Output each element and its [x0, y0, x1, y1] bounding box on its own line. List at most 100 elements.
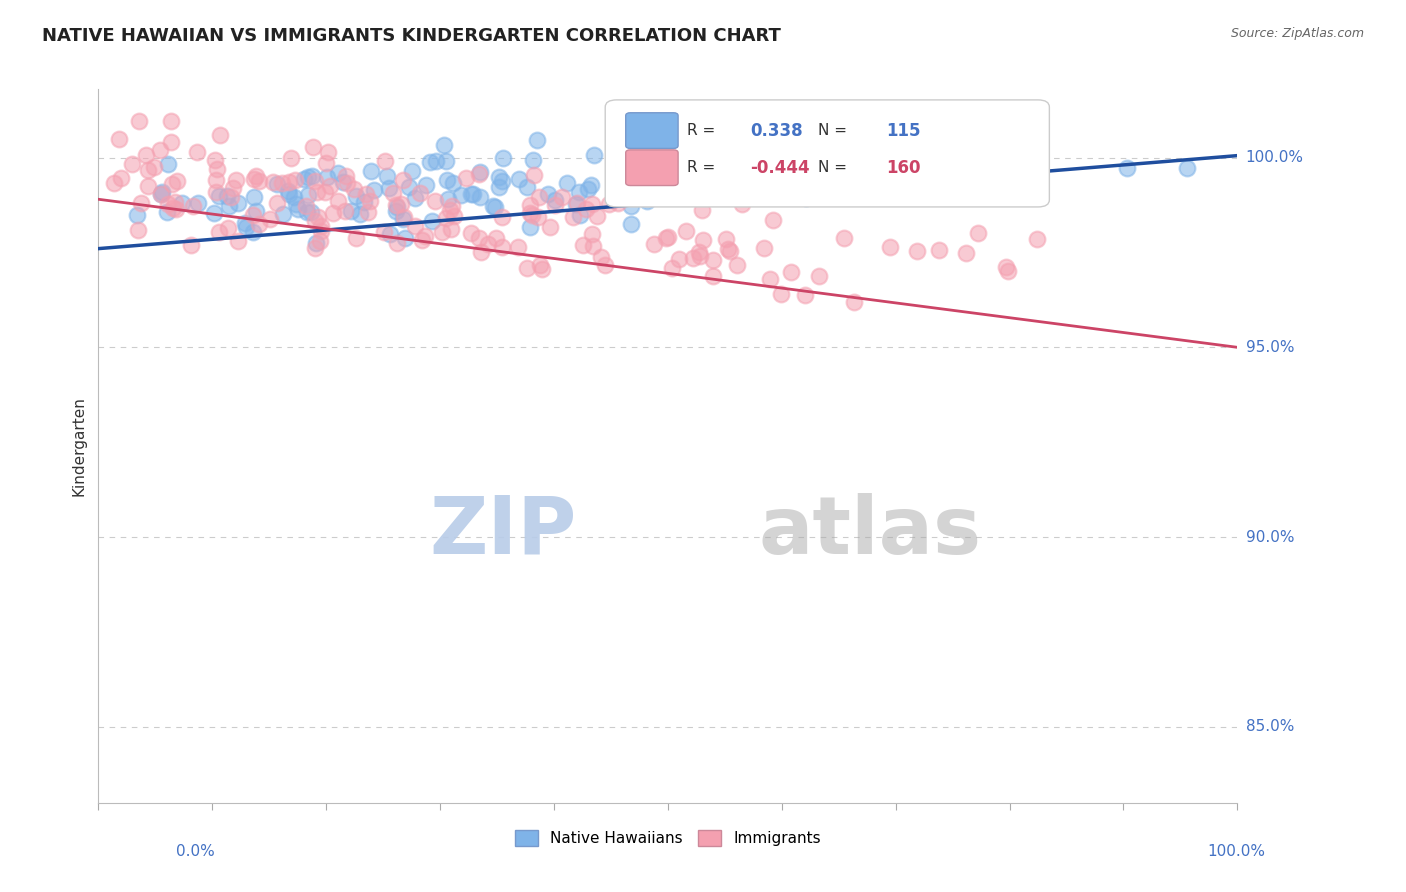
Point	[138, 163, 160, 178]
Point	[585, 209, 607, 223]
Point	[304, 174, 326, 188]
Point	[392, 173, 415, 187]
Point	[204, 206, 226, 220]
Point	[378, 227, 401, 241]
Point	[304, 214, 326, 228]
Point	[997, 264, 1019, 278]
Point	[779, 161, 801, 175]
Point	[127, 208, 149, 222]
Point	[247, 174, 270, 188]
Text: 115: 115	[887, 121, 921, 139]
Point	[301, 169, 323, 183]
Point	[702, 269, 724, 284]
Point	[335, 169, 357, 183]
Text: 100.0%: 100.0%	[1246, 150, 1303, 165]
Point	[415, 178, 437, 193]
Point	[207, 162, 229, 177]
Point	[492, 151, 515, 165]
Point	[392, 210, 415, 224]
Point	[411, 233, 433, 247]
Point	[434, 211, 457, 226]
Point	[401, 164, 423, 178]
Point	[595, 258, 617, 272]
Point	[302, 140, 325, 154]
Point	[519, 206, 541, 220]
Text: 90.0%: 90.0%	[1246, 530, 1294, 545]
Point	[233, 216, 256, 230]
Point	[581, 197, 603, 211]
Point	[343, 182, 366, 196]
Point	[832, 231, 855, 245]
Point	[955, 245, 977, 260]
Point	[336, 176, 359, 190]
Point	[322, 206, 344, 220]
Point	[235, 219, 257, 234]
Point	[842, 294, 865, 309]
Point	[529, 258, 551, 272]
Point	[607, 169, 630, 183]
Point	[326, 166, 349, 180]
Point	[404, 219, 426, 233]
Point	[315, 156, 337, 170]
Point	[450, 188, 472, 202]
Point	[382, 186, 405, 200]
Point	[398, 180, 420, 194]
Point	[582, 148, 605, 162]
Point	[430, 225, 453, 239]
Point	[617, 157, 640, 171]
Point	[468, 189, 491, 203]
Point	[488, 170, 510, 185]
Point	[682, 251, 704, 265]
Point	[718, 244, 741, 258]
Point	[218, 199, 240, 213]
Point	[335, 203, 357, 218]
Text: 160: 160	[887, 159, 921, 177]
Point	[143, 160, 166, 174]
Point	[470, 244, 492, 259]
Point	[277, 184, 299, 198]
Point	[433, 137, 456, 152]
Point	[209, 128, 232, 143]
Point	[441, 176, 464, 190]
Point	[222, 181, 245, 195]
Point	[538, 220, 561, 235]
Point	[205, 173, 228, 187]
Text: N =: N =	[818, 123, 852, 138]
Point	[643, 237, 665, 252]
Point	[423, 194, 446, 208]
Point	[468, 165, 491, 179]
Point	[562, 211, 585, 225]
Point	[159, 135, 181, 149]
Point	[278, 186, 301, 201]
Text: 85.0%: 85.0%	[1246, 719, 1294, 734]
Point	[522, 153, 544, 168]
Point	[443, 209, 465, 223]
Point	[344, 231, 367, 245]
Point	[439, 222, 461, 236]
Point	[311, 224, 333, 238]
Point	[754, 241, 776, 255]
Point	[769, 287, 792, 301]
Point	[484, 200, 506, 214]
Point	[485, 230, 508, 244]
Point	[636, 194, 658, 208]
Point	[217, 220, 239, 235]
Point	[121, 157, 143, 171]
Point	[128, 113, 150, 128]
Point	[620, 199, 643, 213]
Text: -0.444: -0.444	[749, 159, 810, 177]
FancyBboxPatch shape	[626, 150, 678, 186]
Point	[491, 211, 513, 225]
Point	[297, 188, 319, 202]
Point	[283, 190, 305, 204]
Point	[557, 176, 579, 190]
Text: 0.0%: 0.0%	[176, 845, 215, 859]
Point	[307, 186, 329, 200]
Text: N =: N =	[818, 161, 852, 175]
Point	[725, 258, 748, 272]
Point	[186, 145, 208, 159]
Point	[226, 235, 249, 249]
Text: R =: R =	[688, 161, 720, 175]
Point	[266, 195, 288, 210]
Point	[353, 194, 375, 209]
